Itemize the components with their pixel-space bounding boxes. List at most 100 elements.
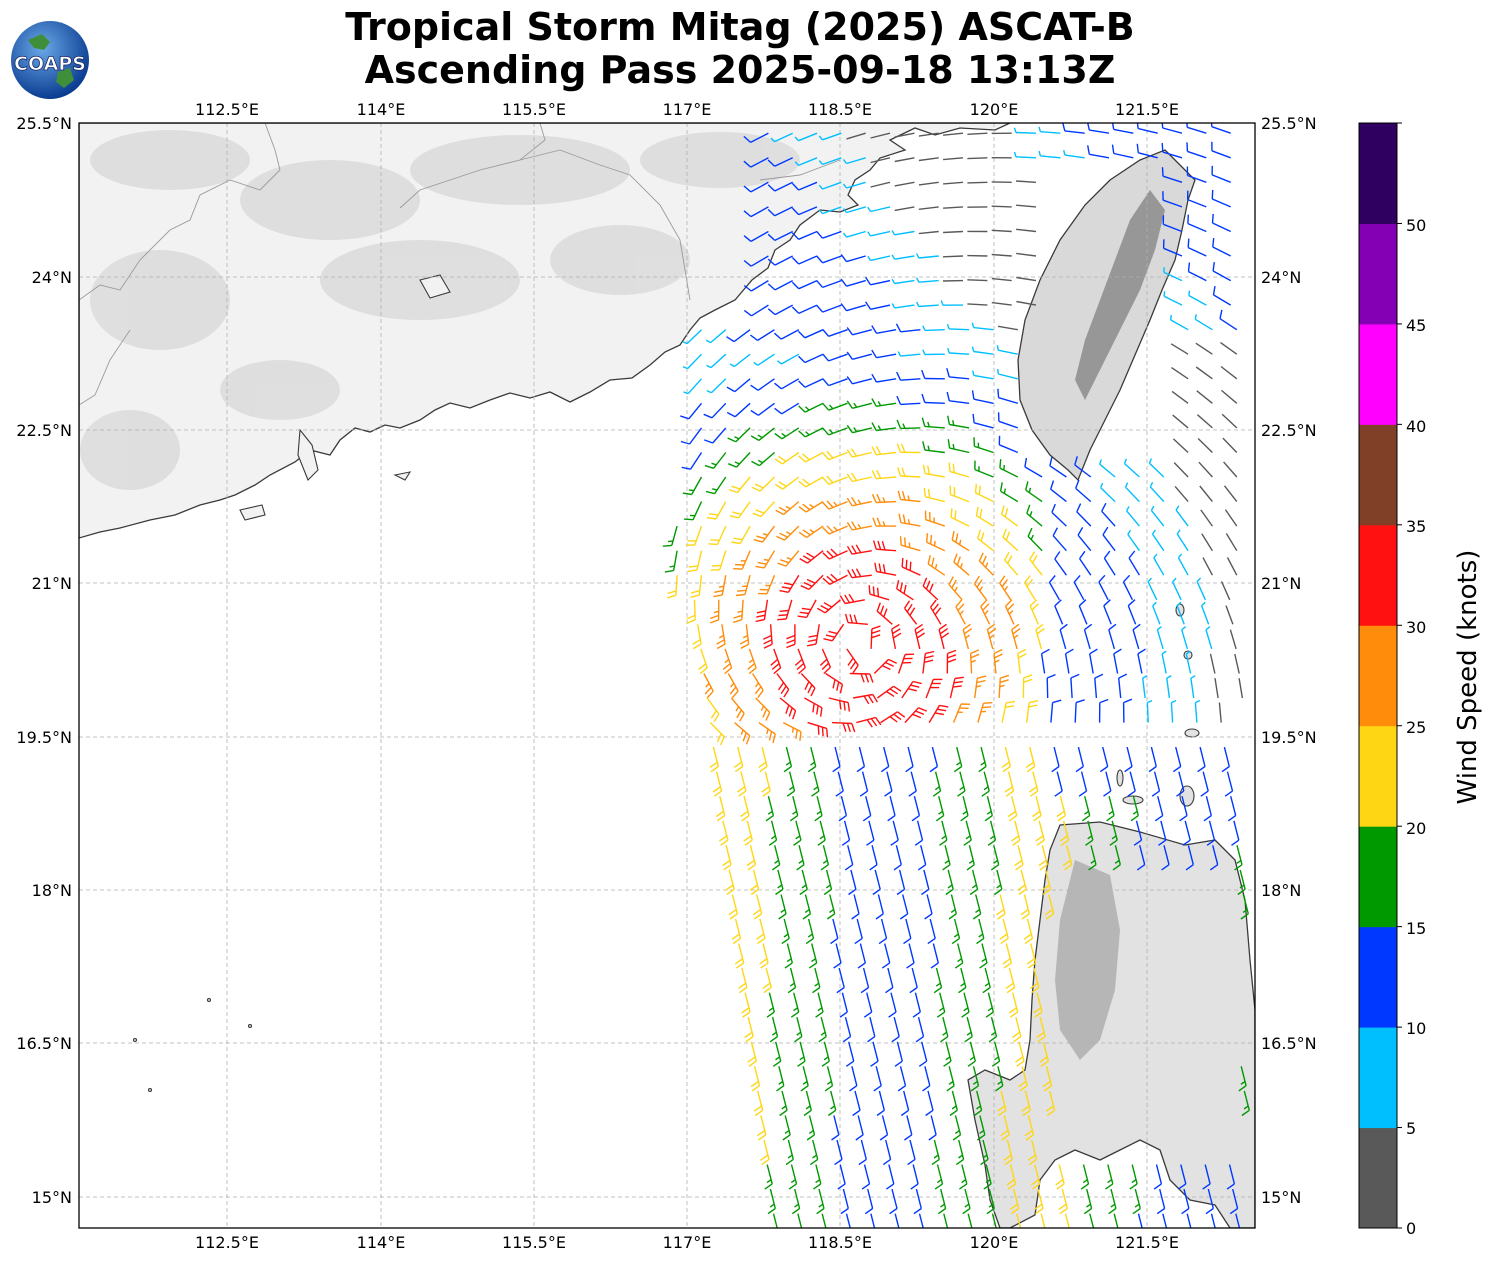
wind-barb-feather (881, 962, 891, 969)
wind-barb-shaft (780, 329, 800, 340)
wind-barb-feather (910, 1183, 919, 1190)
wind-barb-feather (1124, 765, 1133, 773)
wind-barb-shaft (714, 476, 727, 494)
wind-barb-shaft (896, 588, 914, 601)
wind-barb-feather (896, 371, 902, 381)
wind-barb-feather (1124, 482, 1129, 488)
wind-barb-feather (1070, 673, 1080, 679)
wind-barb-feather (888, 658, 897, 664)
wind-barb-shaft (822, 304, 842, 313)
wind-barb-shaft (758, 722, 776, 735)
wind-barb-feather (1123, 458, 1128, 464)
wind-barb-shaft (825, 869, 833, 890)
wind-barb-shaft (1029, 605, 1039, 625)
colorbar-tick: 15 (1406, 919, 1426, 938)
wind-barb-feather (1158, 839, 1167, 846)
wind-barb-shaft (987, 992, 994, 1013)
wind-barb-shaft (1062, 820, 1070, 841)
wind-barb-shaft (831, 721, 852, 725)
wind-barb-feather (1136, 864, 1146, 871)
wind-barb-shaft (976, 515, 994, 527)
wind-barb-feather (1132, 810, 1138, 815)
wind-barb-feather (1000, 674, 1010, 679)
wind-barb-feather (970, 1085, 979, 1092)
wind-barb-shaft (1015, 1017, 1022, 1037)
wind-barb-feather (905, 765, 914, 773)
wind-barb-feather (1081, 815, 1091, 822)
wind-barb-feather (893, 864, 902, 871)
wind-barb-feather (977, 675, 987, 679)
wind-barb-feather (797, 615, 807, 619)
wind-barb-feather (981, 555, 987, 565)
lat-label-left: 16.5°N (16, 1034, 72, 1053)
wind-barb-shaft (1236, 845, 1243, 865)
wind-barb-feather (855, 544, 862, 553)
wind-barb-feather (962, 1207, 971, 1215)
wind-barb-shaft (933, 1139, 940, 1160)
wind-barb-shaft (1004, 605, 1015, 625)
wind-barb-feather (921, 417, 926, 427)
wind-barb-shaft (949, 447, 970, 454)
wind-barb-feather (736, 786, 746, 793)
wind-barb-feather (980, 1158, 989, 1166)
wind-barb-shaft (712, 746, 720, 767)
wind-barb-feather (816, 304, 824, 313)
wind-barb-shaft (798, 230, 818, 240)
wind-barb-feather (731, 541, 741, 545)
wind-barb-shaft (870, 132, 891, 139)
wind-barb-feather (1044, 909, 1053, 916)
wind-barb-shaft (969, 653, 973, 674)
wind-barb-feather (930, 535, 933, 545)
wind-barb-feather (857, 962, 866, 969)
wind-barb-shaft (1163, 247, 1183, 257)
wind-barb-feather (815, 1011, 824, 1018)
wind-barb-shaft (745, 624, 750, 645)
wind-barb-feather (1171, 699, 1177, 704)
wind-barb-feather (840, 303, 848, 312)
wind-barb-shaft (905, 918, 912, 939)
wind-barb-shaft (942, 255, 964, 258)
wind-barb-shaft (774, 230, 794, 242)
wind-barb-feather (1026, 958, 1036, 965)
wind-barb-feather (990, 1031, 996, 1036)
wind-barb-shaft (918, 206, 939, 210)
wind-barb-shaft (870, 157, 891, 164)
wind-barb-feather (763, 986, 772, 994)
wind-barb-feather (952, 685, 962, 688)
wind-barb-feather (833, 526, 838, 531)
wind-barb-feather (846, 522, 853, 531)
wind-barb-shaft (1077, 746, 1084, 767)
wind-barb-feather (1006, 986, 1015, 994)
wind-barb-feather (757, 937, 766, 945)
wind-barb-shaft (815, 1164, 822, 1185)
lon-label-bottom: 120°E (970, 1233, 1019, 1252)
wind-barb-shaft (1166, 678, 1171, 699)
wind-barb-feather (972, 370, 975, 376)
wind-barb-feather (803, 1109, 812, 1117)
wind-barb-shaft (880, 918, 888, 939)
wind-barb-feather (955, 533, 959, 543)
wind-barb-feather (996, 884, 1002, 889)
wind-barb-feather (1038, 150, 1042, 157)
wind-barb-shaft (949, 352, 970, 355)
wind-barb-feather (723, 864, 732, 871)
wind-barb-feather (891, 623, 900, 630)
wind-barb-feather (879, 1134, 888, 1141)
wind-barb-feather (828, 404, 834, 410)
wind-barb-feather (1112, 864, 1121, 871)
wind-barb-feather (1127, 599, 1136, 607)
wind-barb-feather (875, 717, 882, 726)
wind-barb-shaft (1029, 558, 1043, 576)
wind-barb-shaft (978, 560, 994, 576)
wind-barb-feather (984, 982, 990, 987)
wind-barb-shaft (886, 771, 893, 792)
wind-barb-feather (741, 815, 750, 822)
wind-barb-shaft (943, 230, 964, 234)
wind-barb-shaft (1090, 845, 1097, 865)
wind-barb-shaft (1213, 294, 1232, 306)
wind-barb-feather (812, 1183, 822, 1190)
wind-barb-feather (817, 725, 820, 735)
wind-barb-shaft (968, 845, 975, 865)
wind-barb-shaft (828, 427, 848, 436)
